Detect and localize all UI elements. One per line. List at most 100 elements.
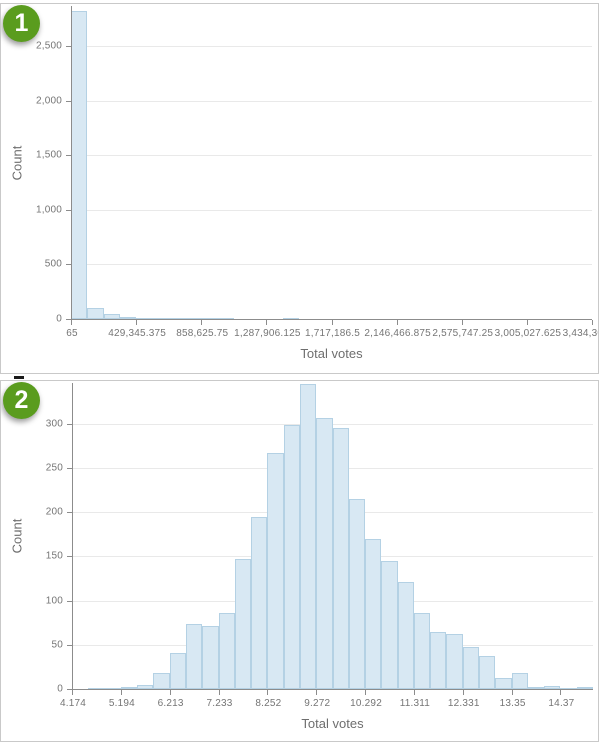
histogram-bar[interactable] (119, 317, 137, 320)
histogram-bar[interactable] (137, 685, 154, 689)
histogram-bar[interactable] (495, 678, 512, 689)
x-tick-label: 8.252 (255, 698, 282, 709)
y-tickmark (66, 46, 71, 48)
y-tickmark (66, 319, 71, 320)
y-tick-label: 200 (45, 506, 63, 518)
y-tick-label: 100 (45, 595, 63, 607)
x-tickmark (560, 690, 562, 695)
y-tick-label: 150 (45, 550, 63, 562)
histogram-plot-2: 0 50 100 150 200 250 300 4.174 5.194 6.213 7.233 8.… (1, 381, 598, 741)
y-tick-label: 2,500 (35, 40, 62, 52)
histogram-bar[interactable] (527, 687, 545, 690)
histogram-plot-1: 0 500 1,000 1,500 2,000 2,500 65 429,345.375 858… (1, 4, 598, 373)
histogram-bar[interactable] (299, 383, 317, 689)
histogram-bar[interactable] (446, 634, 463, 689)
histogram-bar[interactable] (218, 612, 235, 689)
histogram-bar[interactable] (413, 612, 431, 689)
x-tick-label: 11.311 (399, 698, 431, 709)
x-axis-line (71, 319, 592, 320)
x-tick-label: 7.233 (206, 698, 233, 709)
histogram-bar[interactable] (332, 428, 349, 689)
x-tick-label: 12.331 (447, 698, 480, 709)
y-tickmark (67, 689, 72, 690)
artifact-dash (14, 376, 24, 379)
histogram-panel-2: 2 0 50 100 150 200 250 300 4.174 5.194 6.213 7.233… (0, 380, 599, 742)
x-tick-label: 9.272 (304, 698, 331, 709)
x-tick-label: 5.194 (108, 698, 135, 709)
y-tickmark (66, 209, 71, 211)
x-tickmark (169, 690, 171, 695)
y-tick-label: 250 (45, 462, 63, 474)
x-tick-label: 3,434,308.25 (562, 328, 598, 339)
x-tickmark (201, 320, 203, 325)
x-tick-label: 14.37 (548, 698, 575, 709)
x-tickmark (396, 320, 398, 325)
histogram-bar[interactable] (169, 652, 186, 689)
y-tick-label: 50 (51, 639, 63, 651)
y-tick-label: 1,500 (35, 149, 62, 161)
y-tickmark (66, 155, 71, 157)
x-tickmark (526, 320, 528, 325)
x-tick-label: 65 (66, 328, 78, 339)
histogram-bar[interactable] (462, 646, 480, 689)
y-axis-title-2: Count (9, 518, 25, 554)
y-tick-label: 500 (44, 258, 62, 270)
gridline (71, 46, 592, 48)
x-tick-label: 13.35 (499, 698, 526, 709)
x-tick-label: 1,717,186.5 (304, 328, 361, 339)
x-tick-label: 6.213 (157, 698, 184, 709)
y-tick-label: 1,000 (35, 204, 62, 216)
x-tick-label: 10.292 (350, 698, 382, 709)
histogram-bar[interactable] (544, 686, 561, 689)
y-tickmark (67, 467, 72, 469)
histogram-bar[interactable] (87, 308, 104, 319)
x-tickmark (511, 690, 513, 695)
histogram-bar[interactable] (511, 673, 528, 689)
histogram-bar[interactable] (283, 424, 300, 689)
y-tickmark (67, 644, 72, 646)
x-tickmark (316, 690, 318, 695)
histogram-bar[interactable] (365, 538, 382, 689)
histogram-bar[interactable] (576, 687, 593, 690)
x-tick-label: 2,146,466.875 (364, 328, 431, 339)
histogram-bar[interactable] (316, 418, 333, 689)
x-tickmark (120, 690, 122, 695)
histogram-bar[interactable] (234, 558, 252, 689)
histogram-bar[interactable] (381, 560, 398, 689)
x-tick-label: 1,287,906.125 (234, 328, 301, 339)
histogram-bar[interactable] (479, 656, 496, 689)
y-tick-label: 0 (57, 683, 63, 695)
histogram-bar[interactable] (348, 498, 366, 689)
x-tick-label: 3,005,027.625 (494, 328, 562, 339)
x-tickmark (462, 690, 464, 695)
x-tickmark (413, 690, 415, 695)
histogram-bar[interactable] (103, 313, 120, 319)
x-tickmark (267, 690, 269, 695)
y-tickmark (66, 100, 71, 102)
histogram-bar[interactable] (185, 624, 203, 689)
histogram-bar[interactable] (120, 687, 138, 690)
y-axis-line (71, 6, 72, 319)
y-tick-label: 2,000 (35, 95, 62, 107)
histogram-bar[interactable] (202, 626, 219, 689)
histogram-bar[interactable] (267, 452, 284, 689)
y-tickmark (66, 264, 71, 266)
x-tickmark (365, 690, 367, 695)
histogram-bar[interactable] (430, 632, 447, 689)
x-tickmark (218, 690, 220, 695)
histogram-bar[interactable] (71, 11, 88, 319)
histogram-bar[interactable] (251, 516, 268, 689)
gridline (71, 155, 592, 157)
x-tickmark (72, 690, 73, 695)
x-tickmark (266, 320, 268, 325)
histogram-panel-1: 1 0 500 1,000 1,500 2,000 2,500 65 429,345.375 8… (0, 3, 599, 374)
x-tickmark (71, 320, 72, 325)
histogram-bar[interactable] (153, 673, 170, 689)
gridline (71, 264, 592, 266)
histogram-bar[interactable] (397, 581, 414, 689)
step-badge-1: 1 (3, 5, 40, 42)
x-axis-line (72, 689, 593, 690)
x-tick-label: 429,345.375 (108, 328, 167, 339)
x-tickmark (461, 320, 463, 325)
x-axis-title-1: Total votes (300, 346, 363, 361)
